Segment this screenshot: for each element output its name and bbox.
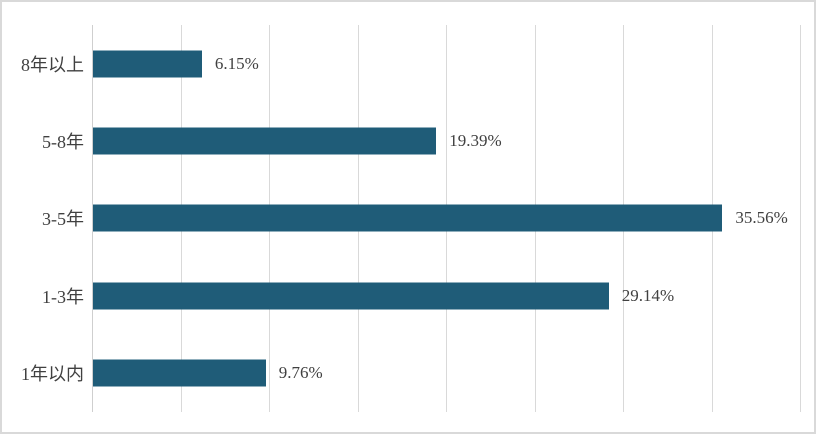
- category-label: 5-8年: [42, 132, 84, 153]
- category-label: 8年以上: [21, 54, 84, 75]
- value-label: 29.14%: [621, 285, 675, 305]
- bar: [93, 127, 437, 155]
- chart-row: 3-5年 35.56%: [42, 180, 800, 257]
- value-label: 9.76%: [278, 363, 323, 383]
- category-label: 1-3年: [42, 286, 84, 307]
- bar: [93, 204, 723, 232]
- gridline: [800, 25, 801, 412]
- category-label: 3-5年: [42, 209, 84, 230]
- plot-area: 8年以上 6.15% 5-8年 19.39% 3-5年 35.56% 1-3年 29.14% 1…: [21, 25, 801, 412]
- value-label: 35.56%: [735, 208, 788, 228]
- bar: [93, 282, 609, 310]
- chart-row: 8年以上 6.15%: [21, 25, 800, 102]
- category-axis-line: [92, 25, 93, 412]
- bar: [93, 50, 202, 78]
- bar: [93, 359, 266, 387]
- value-label: 19.39%: [449, 131, 502, 151]
- category-label: 1年以内: [21, 364, 84, 385]
- chart-row: 5-8年 19.39%: [42, 102, 800, 179]
- chart-row: 1-3年 29.14%: [42, 257, 800, 334]
- value-label: 6.15%: [214, 53, 259, 73]
- chart-row: 1年以内 9.76%: [21, 335, 800, 412]
